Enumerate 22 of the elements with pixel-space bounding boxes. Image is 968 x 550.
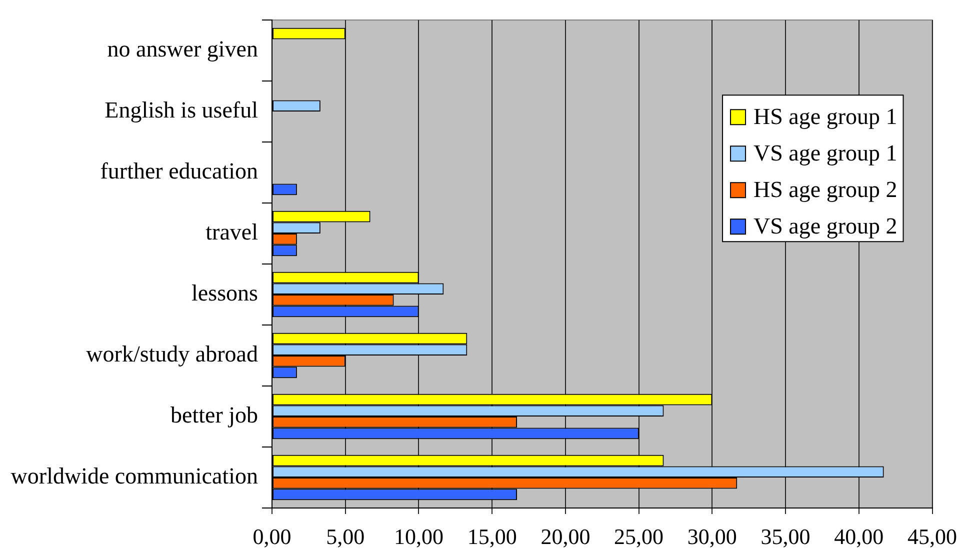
x-tick-label: 0,00 bbox=[252, 524, 292, 549]
y-tick-label: English is useful bbox=[104, 98, 258, 123]
x-tick-label: 20,00 bbox=[540, 524, 590, 549]
x-tick-label: 35,00 bbox=[760, 524, 810, 549]
x-tick-label: 30,00 bbox=[687, 524, 737, 549]
x-tick-label: 10,00 bbox=[394, 524, 444, 549]
x-tick-label: 5,00 bbox=[326, 524, 365, 549]
x-tick-label: 40,00 bbox=[834, 524, 884, 549]
y-tick-label: worldwide communication bbox=[10, 464, 258, 489]
y-tick-label: no answer given bbox=[107, 36, 258, 62]
x-tick-label: 25,00 bbox=[614, 524, 664, 549]
x-tick-label: 45,00 bbox=[908, 524, 957, 549]
y-tick-label: travel bbox=[206, 220, 258, 245]
y-tick-label: further education bbox=[100, 158, 258, 184]
legend-label: HS age group 2 bbox=[754, 177, 898, 202]
x-tick-label: 15,00 bbox=[467, 524, 517, 549]
y-tick-label: lessons bbox=[192, 280, 258, 306]
legend-label: VS age group 2 bbox=[754, 214, 898, 239]
legend-label: VS age group 1 bbox=[754, 140, 898, 166]
legend-label: HS age group 1 bbox=[754, 104, 898, 130]
y-tick-label: work/study abroad bbox=[86, 342, 258, 367]
y-tick-label: better job bbox=[170, 402, 258, 428]
